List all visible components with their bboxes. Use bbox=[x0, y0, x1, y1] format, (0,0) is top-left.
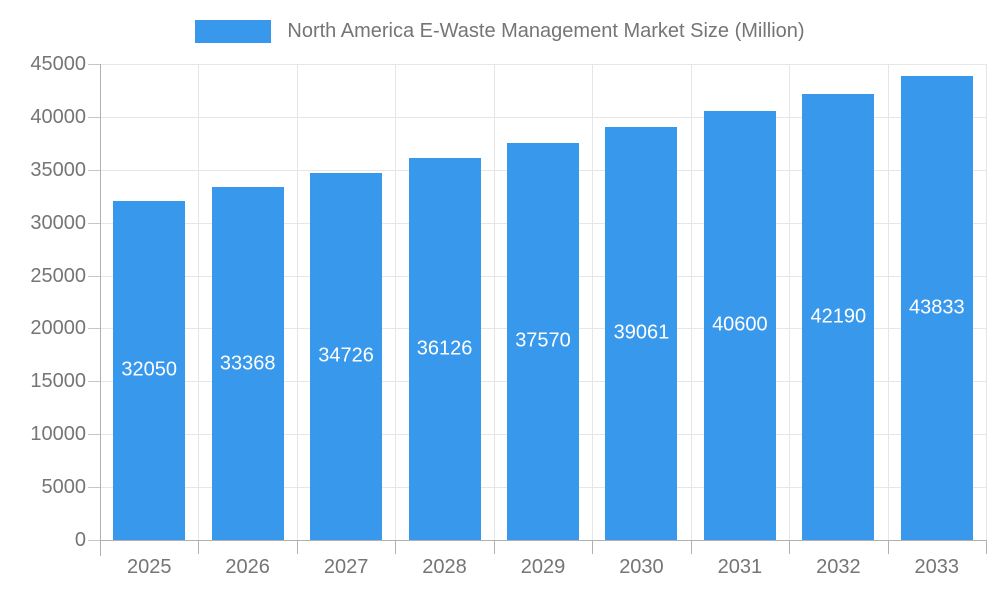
y-axis-tick-label: 0 bbox=[74, 529, 86, 551]
y-axis-tick bbox=[88, 381, 100, 383]
x-axis-tick bbox=[986, 540, 987, 554]
x-axis-tick bbox=[296, 540, 298, 554]
y-axis-tick bbox=[88, 434, 100, 436]
y-axis-tick bbox=[88, 540, 100, 541]
bar-value-label: 43833 bbox=[908, 296, 965, 319]
chart-legend: North America E-Waste Management Market … bbox=[0, 19, 1000, 44]
y-axis-tick bbox=[88, 169, 100, 171]
x-gridline bbox=[986, 64, 987, 540]
x-gridline bbox=[887, 64, 889, 540]
y-axis-tick bbox=[88, 487, 100, 489]
y-axis-tick-label: 35000 bbox=[30, 158, 86, 181]
x-gridline bbox=[296, 64, 298, 540]
x-axis-tick bbox=[100, 540, 101, 554]
legend-swatch-icon bbox=[195, 20, 272, 43]
bar-value-label: 40600 bbox=[712, 313, 768, 336]
bar-2029 bbox=[507, 142, 579, 540]
bar-2025 bbox=[113, 200, 186, 540]
x-axis-tick bbox=[789, 540, 791, 554]
bar-value-label: 37570 bbox=[515, 329, 571, 352]
y-axis-tick-label: 10000 bbox=[30, 423, 86, 446]
x-gridline bbox=[690, 64, 692, 540]
x-axis-tick bbox=[493, 540, 495, 554]
y-axis-tick bbox=[88, 64, 100, 65]
y-axis-tick bbox=[88, 275, 100, 277]
y-axis-tick bbox=[88, 116, 100, 118]
y-axis-tick-label: 30000 bbox=[30, 211, 86, 234]
x-axis-tick-label: 2033 bbox=[914, 556, 960, 578]
bar-2026 bbox=[211, 187, 284, 540]
y-axis-tick-label: 15000 bbox=[30, 370, 86, 393]
legend-item[interactable]: North America E-Waste Management Market … bbox=[195, 20, 805, 43]
x-axis-line bbox=[100, 540, 986, 541]
x-axis-tick-label: 2029 bbox=[520, 556, 566, 578]
bar-2033 bbox=[900, 76, 973, 540]
y-axis-tick-label: 20000 bbox=[30, 317, 86, 340]
y-axis-tick bbox=[88, 328, 100, 330]
x-axis-tick-label: 2032 bbox=[816, 556, 861, 578]
bar-value-label: 33368 bbox=[219, 352, 276, 375]
x-axis-tick bbox=[887, 540, 889, 554]
y-axis-line bbox=[100, 64, 101, 556]
x-gridline bbox=[493, 64, 495, 540]
x-gridline bbox=[789, 64, 791, 540]
bar-value-label: 32050 bbox=[121, 358, 178, 381]
bar-value-label: 36126 bbox=[416, 337, 473, 360]
bar-2032 bbox=[802, 93, 875, 540]
x-axis-tick bbox=[690, 540, 692, 554]
plot-area: 32050 33368 34726 36126 37570 39061 40600 42190… bbox=[100, 64, 987, 540]
bar-2030 bbox=[605, 126, 678, 540]
y-axis-tick-label: 45000 bbox=[30, 53, 86, 75]
x-gridline bbox=[198, 64, 200, 540]
bar-2027 bbox=[310, 172, 383, 540]
x-axis-tick-label: 2028 bbox=[422, 556, 467, 578]
y-axis-tick bbox=[88, 222, 100, 224]
bar-2028 bbox=[408, 157, 481, 540]
y-axis-tick-label: 5000 bbox=[41, 476, 87, 499]
x-axis-tick-label: 2027 bbox=[323, 556, 369, 578]
bar-2031 bbox=[703, 110, 776, 540]
bar-value-label: 42190 bbox=[810, 305, 867, 328]
x-axis-tick bbox=[198, 540, 200, 554]
x-axis-tick bbox=[592, 540, 594, 554]
x-axis-tick-label: 2030 bbox=[619, 556, 664, 578]
x-axis-tick-label: 2031 bbox=[717, 556, 763, 578]
y-axis-tick-label: 40000 bbox=[30, 105, 86, 128]
bar-value-label: 34726 bbox=[318, 344, 374, 367]
y-gridline bbox=[100, 116, 986, 118]
x-axis-tick bbox=[395, 540, 397, 554]
bar-value-label: 39061 bbox=[613, 321, 670, 344]
x-gridline bbox=[592, 64, 594, 540]
x-gridline bbox=[395, 64, 397, 540]
x-axis-tick-label: 2026 bbox=[225, 556, 270, 578]
legend-label: North America E-Waste Management Market … bbox=[287, 20, 805, 42]
x-axis-tick-label: 2025 bbox=[126, 556, 172, 578]
y-axis-tick-label: 25000 bbox=[30, 264, 86, 287]
y-gridline bbox=[100, 64, 986, 65]
